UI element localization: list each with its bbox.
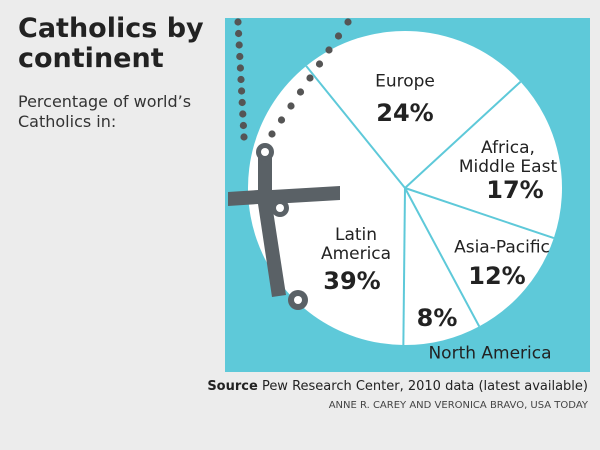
bead	[240, 133, 248, 141]
pie-slice	[247, 65, 405, 345]
bead	[234, 18, 242, 26]
bead	[239, 110, 247, 118]
category-label: North America	[428, 343, 552, 364]
source-label: Source	[207, 379, 258, 394]
bead	[235, 41, 243, 49]
category-label: Europe	[375, 71, 435, 92]
bead	[236, 64, 244, 72]
slice-divider	[404, 80, 522, 189]
rosary	[228, 18, 352, 310]
slice-divider	[402, 187, 406, 346]
bead	[235, 29, 243, 38]
bead	[239, 121, 247, 130]
bead	[238, 98, 246, 107]
bead	[344, 18, 352, 26]
chart-title: Catholics by continent	[18, 13, 204, 74]
pie-slice	[405, 81, 562, 239]
bead	[296, 88, 305, 96]
chart-subtitle: Percentage of world’s Catholics in:	[18, 92, 192, 131]
slice-divider	[305, 65, 406, 189]
value-label: 12%	[468, 262, 526, 290]
bead	[236, 52, 244, 61]
bead	[306, 74, 314, 82]
source: Pew Research Center, 2010 data (latest a…	[261, 379, 588, 394]
slice-divider	[404, 187, 481, 327]
value-label: 8%	[416, 304, 458, 332]
category-label: Latin America	[320, 225, 392, 264]
value-label: 24%	[376, 99, 434, 127]
bead	[238, 87, 246, 95]
slice-divider	[404, 187, 555, 240]
category-label: Asia-Pacific	[454, 237, 550, 258]
pie-slice	[403, 188, 480, 345]
bead	[268, 130, 276, 138]
source-line: Source Pew Research Center, 2010 data (l…	[207, 379, 588, 394]
pie-slice	[306, 30, 521, 189]
category-label: Africa, Middle East	[458, 138, 558, 177]
bead	[277, 116, 286, 124]
pie-slice	[405, 188, 554, 327]
bead	[334, 32, 343, 40]
bead	[237, 75, 245, 84]
pie	[247, 30, 562, 346]
credit: ANNE R. CAREY AND VERONICA BRAVO, USA TO…	[328, 400, 588, 411]
bead	[325, 46, 333, 54]
value-label: 39%	[323, 267, 381, 295]
bead	[287, 102, 295, 110]
bead	[315, 60, 324, 68]
value-label: 17%	[486, 176, 544, 204]
